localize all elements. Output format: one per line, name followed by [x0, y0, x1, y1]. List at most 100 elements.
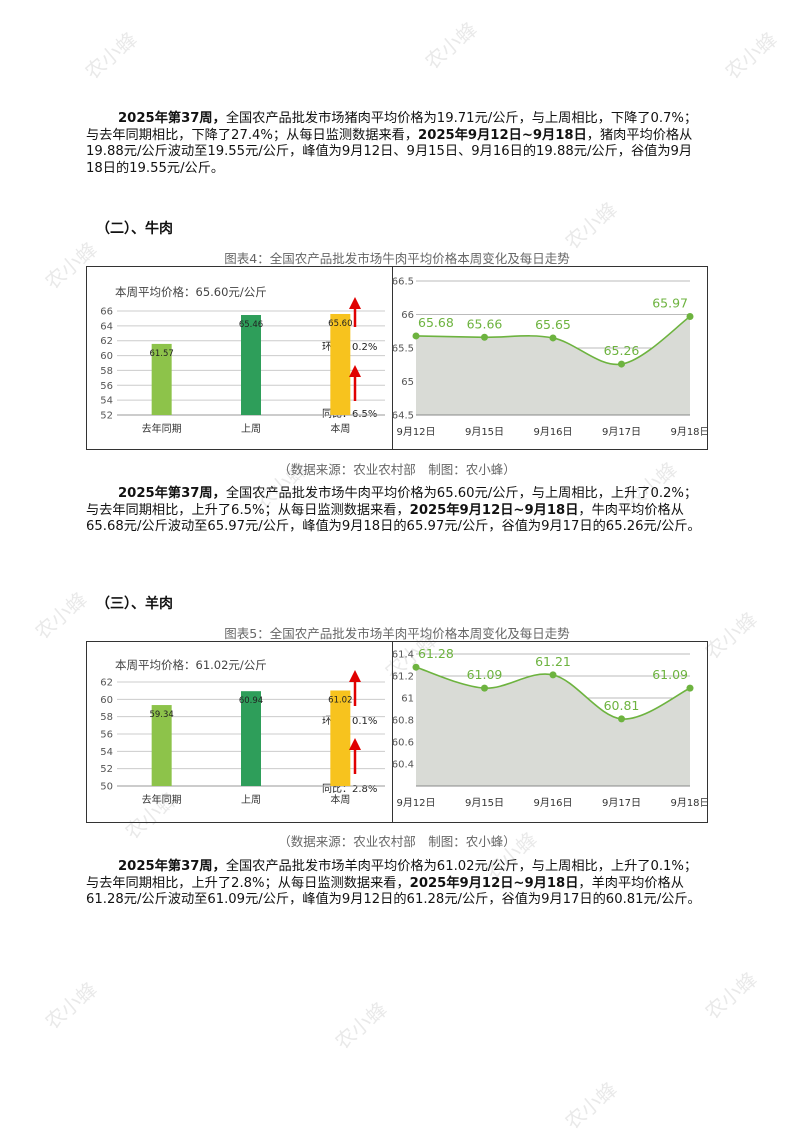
y-tick-label: 56: [100, 381, 113, 392]
y-tick-label: 65: [401, 377, 414, 388]
y-tick-label: 50: [100, 782, 113, 793]
data-point: [618, 715, 625, 723]
chart-caption-mutton: 图表5：全国农产品批发市场羊肉平均价格本周变化及每日走势: [224, 626, 570, 641]
data-label: 61.57: [149, 349, 173, 359]
x-tick-label: 9月15日: [465, 426, 504, 438]
watermark-text: 农小蜂: [330, 997, 392, 1055]
area-fill: [416, 667, 690, 786]
bar-chart-mutton: 本周平均价格：61.02元/公斤 环比：0.1% 同比：2.8% 5052545…: [100, 658, 385, 806]
data-point: [549, 334, 557, 342]
up-arrow-icon: [349, 365, 361, 377]
data-point: [549, 671, 557, 679]
x-tick-label: 去年同期: [142, 422, 182, 435]
chart-box-mutton: 本周平均价格：61.02元/公斤 环比：0.1% 同比：2.8% 5052545…: [86, 641, 709, 823]
chart-divider: [392, 642, 393, 822]
watermark-text: 农小蜂: [700, 967, 762, 1025]
bar: [330, 313, 351, 415]
y-tick-label: 52: [100, 764, 113, 775]
data-point: [412, 332, 420, 340]
data-label: 65.66: [467, 316, 503, 331]
y-tick-label: 58: [100, 712, 113, 723]
x-tick-label: 上周: [241, 794, 261, 806]
y-tick-label: 61: [401, 694, 414, 705]
pork-paragraph: 2025年第37周，全国农产品批发市场猪肉平均价格为19.71元/公斤，与上周相…: [86, 111, 698, 176]
watermark-text: 农小蜂: [720, 27, 782, 85]
y-tick-label: 54: [100, 747, 113, 758]
y-tick-label: 66.5: [392, 277, 414, 288]
x-tick-label: 9月12日: [396, 797, 435, 809]
x-tick-label: 本周: [330, 422, 350, 435]
x-tick-label: 9月16日: [533, 426, 572, 438]
data-label: 61.21: [535, 654, 571, 669]
line-chart-beef: 64.5 65 65.5 66 66.5 65.68 9月12日 65.66 9月15日 65.6…: [392, 277, 709, 439]
mutton-paragraph: 2025年第37周，全国农产品批发市场羊肉平均价格为61.02元/公斤，与上周相…: [86, 859, 701, 908]
x-tick-label: 本周: [330, 793, 350, 806]
chart-source-mutton: （数据来源：农业农村部 制图：农小蜂）: [278, 834, 516, 849]
x-tick-label: 9月17日: [602, 797, 641, 809]
x-tick-label: 9月18日: [670, 426, 709, 438]
beef-paragraph: 2025年第37周，全国农产品批发市场牛肉平均价格为65.60元/公斤，与上周相…: [86, 486, 701, 535]
data-label: 60.81: [604, 698, 640, 713]
up-arrow-icon: [349, 297, 361, 309]
data-point: [481, 333, 488, 341]
y-tick-label: 60: [100, 351, 113, 362]
watermark-text: 农小蜂: [40, 977, 102, 1035]
bar: [151, 705, 172, 786]
y-tick-label: 66: [100, 307, 113, 318]
y-tick-label: 62: [100, 336, 113, 347]
bar-chart-beef: 本周平均价格：65.60元/公斤 环比：0.2% 同比：6.5% 5254565…: [100, 285, 385, 435]
bar: [151, 343, 172, 415]
data-label: 65.26: [604, 343, 640, 358]
bar-chart-title: 本周平均价格：61.02元/公斤: [115, 658, 267, 672]
watermark-text: 农小蜂: [30, 587, 92, 645]
chart-box-beef: 本周平均价格：65.60元/公斤 环比：0.2% 同比：6.5% 5254565…: [86, 266, 709, 450]
x-tick-label: 9月15日: [465, 797, 504, 809]
bar: [241, 315, 261, 415]
data-label: 60.94: [239, 696, 263, 706]
y-tick-label: 56: [100, 730, 113, 741]
x-tick-label: 上周: [241, 423, 261, 435]
bar: [241, 691, 261, 786]
chart-caption-beef: 图表4：全国农产品批发市场牛肉平均价格本周变化及每日走势: [224, 251, 570, 266]
data-label: 65.60: [328, 319, 352, 329]
y-tick-label: 60.4: [392, 760, 414, 771]
y-tick-label: 58: [100, 366, 113, 377]
line-chart-mutton: 60.4 60.6 60.8 61 61.2 61.4 61.28 9月12日 61.09 9月1…: [392, 646, 709, 809]
y-tick-label: 54: [100, 396, 113, 407]
y-tick-label: 60.6: [392, 738, 414, 749]
data-label: 61.02: [328, 695, 352, 705]
data-point: [481, 684, 488, 692]
y-tick-label: 60.8: [392, 716, 414, 727]
y-tick-label: 61.2: [392, 672, 414, 683]
watermark-text: 农小蜂: [420, 17, 482, 75]
data-point: [686, 684, 694, 692]
data-label: 59.34: [149, 710, 173, 720]
y-tick-label: 65.5: [392, 344, 414, 355]
data-label: 61.28: [418, 646, 454, 661]
y-tick-label: 64.5: [392, 411, 414, 422]
bar-chart-title: 本周平均价格：65.60元/公斤: [115, 285, 267, 299]
data-label: 65.68: [418, 315, 454, 330]
x-tick-label: 9月17日: [602, 426, 641, 438]
data-label: 65.46: [239, 320, 263, 330]
up-arrow-icon: [349, 670, 361, 682]
area-fill: [416, 316, 690, 415]
y-tick-label: 64: [100, 321, 113, 332]
data-point: [686, 313, 694, 321]
watermark-text: 农小蜂: [560, 197, 622, 255]
watermark-text: 农小蜂: [560, 1077, 622, 1135]
y-tick-label: 61.4: [392, 650, 414, 661]
data-label: 65.65: [535, 317, 571, 332]
section-heading-mutton: （三）、羊肉: [96, 596, 173, 612]
section-heading-beef: （二）、牛肉: [96, 221, 173, 237]
data-point: [412, 663, 420, 671]
x-tick-label: 9月18日: [670, 797, 709, 809]
bar: [330, 690, 351, 786]
y-tick-label: 52: [100, 411, 113, 422]
x-tick-label: 去年同期: [142, 793, 182, 806]
x-tick-label: 9月12日: [396, 426, 435, 438]
data-label: 61.09: [467, 667, 503, 682]
y-tick-label: 60: [100, 695, 113, 706]
data-label: 65.97: [652, 296, 688, 311]
y-tick-label: 62: [100, 678, 113, 689]
